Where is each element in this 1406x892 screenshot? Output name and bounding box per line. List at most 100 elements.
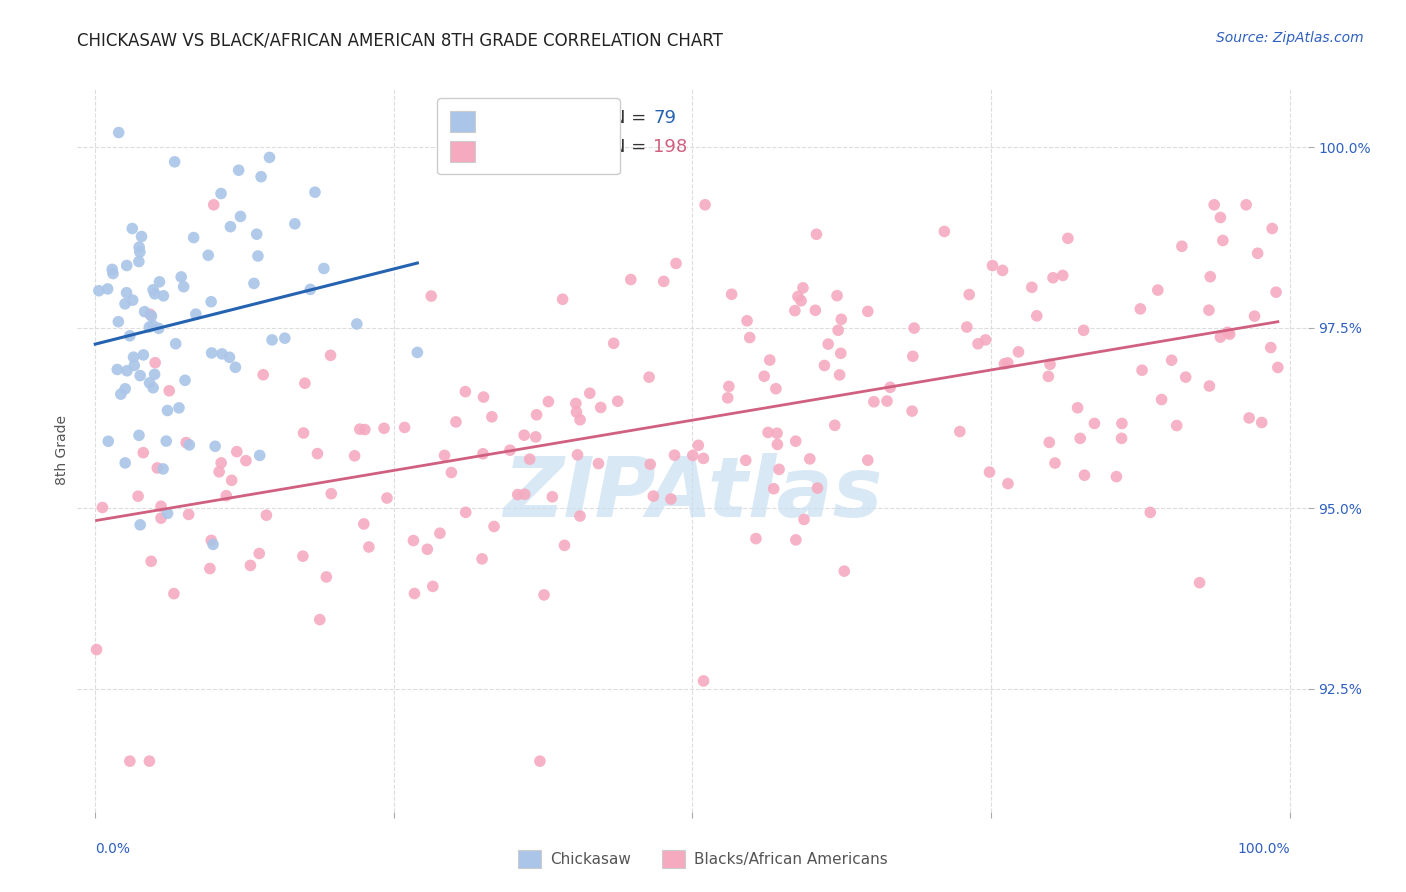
Point: [481, 409, 503, 424]
Point: [299, 282, 322, 296]
Point: [139, 307, 162, 321]
Point: [813, 359, 835, 373]
Point: [312, 261, 335, 276]
Point: [235, 453, 257, 467]
Point: [121, 221, 143, 235]
Point: [682, 449, 704, 463]
Point: [209, 456, 232, 470]
Point: [131, 229, 153, 244]
Point: [974, 333, 997, 347]
Point: [128, 244, 150, 259]
Point: [692, 451, 714, 466]
Point: [717, 379, 740, 393]
Point: [765, 382, 787, 396]
Point: [1204, 198, 1226, 212]
Point: [260, 333, 283, 347]
Point: [252, 368, 274, 382]
Point: [128, 240, 150, 254]
Point: [218, 351, 240, 365]
Point: [349, 422, 371, 436]
Point: [107, 126, 129, 140]
Point: [1188, 575, 1211, 590]
Point: [827, 323, 849, 337]
Point: [208, 465, 231, 479]
Y-axis label: 8th Grade: 8th Grade: [55, 416, 69, 485]
Point: [997, 356, 1019, 370]
Point: [638, 457, 661, 471]
Point: [901, 404, 924, 418]
Point: [806, 481, 828, 495]
Text: N =: N =: [613, 138, 652, 156]
Point: [519, 452, 541, 467]
Point: [602, 336, 624, 351]
Point: [247, 546, 270, 560]
Point: [1250, 416, 1272, 430]
Point: [375, 491, 398, 505]
Point: [138, 320, 160, 334]
Point: [127, 489, 149, 503]
Point: [141, 554, 163, 568]
Text: 0.375: 0.375: [510, 109, 562, 127]
Point: [294, 376, 316, 391]
Point: [105, 362, 128, 376]
Point: [979, 465, 1001, 479]
Point: [1198, 379, 1220, 393]
Legend: placeholder1, placeholder2: placeholder1, placeholder2: [437, 98, 620, 174]
Point: [1025, 309, 1047, 323]
Point: [589, 401, 612, 415]
Point: [86, 642, 108, 657]
Point: [1199, 269, 1222, 284]
Point: [243, 277, 266, 291]
Point: [949, 425, 972, 439]
Point: [219, 219, 242, 234]
Point: [659, 491, 682, 506]
Point: [692, 673, 714, 688]
Point: [1219, 327, 1241, 342]
Point: [200, 533, 222, 548]
Point: [315, 570, 337, 584]
Point: [416, 542, 439, 557]
Point: [735, 314, 758, 328]
Point: [643, 489, 665, 503]
Point: [1042, 270, 1064, 285]
Point: [1174, 370, 1197, 384]
Point: [1216, 325, 1239, 339]
Point: [406, 345, 429, 359]
Point: [876, 394, 898, 409]
Point: [991, 263, 1014, 277]
Point: [129, 368, 152, 383]
Point: [128, 254, 150, 268]
Point: [738, 330, 761, 344]
Point: [957, 287, 980, 301]
Point: [766, 437, 789, 451]
Point: [717, 391, 740, 405]
Point: [720, 287, 742, 301]
Point: [292, 425, 315, 440]
Point: [174, 373, 197, 387]
Point: [118, 328, 141, 343]
Point: [1160, 353, 1182, 368]
Point: [254, 508, 277, 523]
Point: [304, 185, 326, 199]
Point: [1260, 341, 1282, 355]
Point: [472, 390, 495, 404]
Point: [142, 318, 165, 333]
Point: [142, 381, 165, 395]
Point: [87, 284, 110, 298]
Point: [433, 448, 456, 462]
Point: [202, 198, 225, 212]
Point: [138, 754, 160, 768]
Point: [638, 370, 661, 384]
Point: [526, 408, 548, 422]
Point: [228, 163, 250, 178]
Point: [664, 448, 686, 462]
Point: [250, 169, 273, 184]
Point: [785, 434, 807, 449]
Point: [793, 512, 815, 526]
Point: [1198, 303, 1220, 318]
Point: [259, 150, 281, 164]
Point: [429, 526, 451, 541]
Point: [1073, 468, 1095, 483]
Point: [1073, 323, 1095, 337]
Point: [239, 558, 262, 573]
